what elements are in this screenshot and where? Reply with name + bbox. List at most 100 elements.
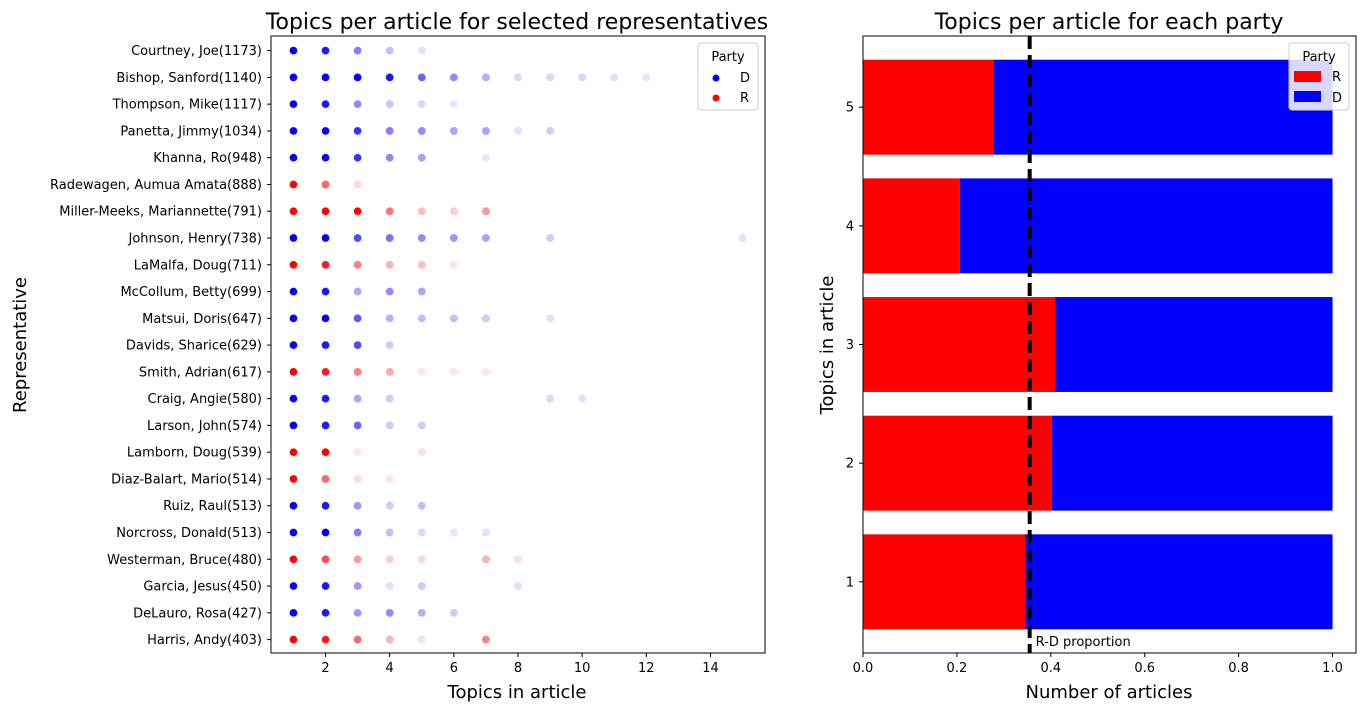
bar-d-topics-4	[959, 178, 1333, 274]
point-larson-john-574-2	[321, 421, 330, 430]
point-khanna-ro-948-1	[289, 153, 298, 162]
point-thompson-mike-1117-1	[289, 99, 298, 109]
bar-y-label: Topics in article	[817, 276, 838, 416]
bar-legend: Party R D	[1288, 42, 1350, 111]
point-courtney-joe-1173-1	[289, 46, 298, 55]
point-garcia-jesus-450-2	[321, 581, 330, 591]
point-johnson-henry-738-3	[353, 233, 362, 243]
point-harris-andy-403-7	[481, 635, 491, 644]
point-johnson-henry-738-2	[321, 233, 330, 243]
point-westerman-bruce-480-3	[353, 554, 362, 564]
point-lamalfa-doug-711-1	[289, 260, 298, 270]
scatter-points	[289, 46, 747, 644]
point-ruiz-raul-513-2	[321, 501, 330, 511]
x-tick-label-0.6: 0.6	[1134, 661, 1155, 676]
point-matsui-doris-647-2	[321, 314, 330, 323]
point-mccollum-betty-699-3	[353, 287, 362, 296]
y-tick-label-norcross-donald-513: Norcross, Donald(513)	[116, 526, 262, 541]
scatter-y-label: Representative	[10, 277, 31, 413]
point-lamborn-doug-539-2	[321, 447, 330, 457]
y-tick-label-panetta-jimmy-1034: Panetta, Jimmy(1034)	[120, 124, 262, 139]
point-bishop-sanford-1140-2	[321, 73, 330, 82]
bar-x-label: Number of articles	[1026, 682, 1193, 703]
bar-legend-label-r: R	[1332, 70, 1341, 85]
y-tick-label-radewagen-aumua-amata-888: Radewagen, Aumua Amata(888)	[50, 178, 262, 193]
bar-r-topics-4	[863, 178, 960, 274]
point-garcia-jesus-450-3	[353, 581, 362, 591]
scatter-y-ticks: Courtney, Joe(1173) Bishop, Sanford(1140)…	[50, 44, 271, 648]
x-tick-label-0.8: 0.8	[1228, 661, 1249, 676]
point-smith-adrian-617-6	[449, 367, 459, 377]
bar-d-topics-5	[993, 59, 1333, 155]
x-tick-label-1.0: 1.0	[1322, 661, 1343, 676]
point-mccollum-betty-699-5	[417, 287, 427, 296]
bar-x-ticks: 0.0 0.2 0.4 0.6 0.8 1.0	[853, 653, 1343, 676]
point-ruiz-raul-513-3	[353, 501, 362, 511]
point-courtney-joe-1173-4	[385, 46, 394, 55]
y-tick-label-smith-adrian-617: Smith, Adrian(617)	[139, 365, 262, 380]
bar-panel: Topics per article for each party R-D pr…	[817, 10, 1357, 703]
point-norcross-donald-513-3	[353, 528, 362, 537]
point-lamborn-doug-539-1	[289, 447, 298, 457]
point-smith-adrian-617-3	[353, 367, 362, 377]
point-norcross-donald-513-2	[321, 528, 330, 537]
x-tick-label-12: 12	[638, 661, 655, 676]
point-craig-angie-580-2	[321, 394, 330, 403]
y-tick-label-3: 3	[846, 338, 854, 353]
scatter-title: Topics per article for selected represen…	[265, 10, 768, 35]
point-larson-john-574-3	[353, 421, 362, 430]
y-tick-label-1: 1	[846, 575, 854, 590]
bar-legend-label-d: D	[1332, 91, 1342, 106]
bar-d-topics-3	[1055, 297, 1333, 392]
point-westerman-bruce-480-5	[417, 554, 427, 564]
x-tick-label-10: 10	[574, 661, 591, 676]
y-tick-label-craig-angie-580: Craig, Angie(580)	[148, 392, 262, 407]
point-lamborn-doug-539-3	[353, 447, 362, 457]
point-lamalfa-doug-711-5	[417, 260, 427, 270]
x-tick-label-0.2: 0.2	[947, 661, 968, 676]
point-johnson-henry-738-7	[481, 233, 491, 243]
point-craig-angie-580-9	[545, 394, 555, 403]
point-matsui-doris-647-9	[545, 314, 555, 323]
x-tick-label-6: 6	[450, 661, 458, 676]
point-ruiz-raul-513-1	[289, 501, 298, 511]
y-tick-label-khanna-ro-948: Khanna, Ro(948)	[153, 151, 262, 166]
point-thompson-mike-1117-2	[321, 99, 330, 109]
point-ruiz-raul-513-4	[385, 501, 394, 511]
bar-r-topics-5	[863, 59, 994, 155]
point-smith-adrian-617-5	[417, 367, 427, 377]
scatter-legend-marker-r	[712, 94, 720, 102]
scatter-legend-box	[697, 42, 759, 111]
x-tick-label-14: 14	[702, 661, 719, 676]
point-mccollum-betty-699-4	[385, 287, 394, 296]
point-johnson-henry-738-6	[449, 233, 459, 243]
scatter-x-ticks: 2 4 6 8 10 12 14	[321, 653, 719, 676]
y-tick-label-miller-meeks-mariannette-791: Miller-Meeks, Mariannette(791)	[59, 205, 262, 220]
point-miller-meeks-mariannette-791-6	[449, 206, 459, 216]
point-thompson-mike-1117-6	[449, 99, 459, 109]
point-harris-andy-403-2	[321, 635, 330, 644]
point-garcia-jesus-450-1	[289, 581, 298, 591]
y-tick-label-2: 2	[846, 457, 854, 472]
point-bishop-sanford-1140-9	[545, 73, 555, 82]
point-miller-meeks-mariannette-791-5	[417, 206, 427, 216]
point-miller-meeks-mariannette-791-4	[385, 206, 394, 216]
point-miller-meeks-mariannette-791-7	[481, 206, 491, 216]
point-delauro-rosa-427-6	[449, 608, 459, 618]
point-davids-sharice-629-2	[321, 340, 330, 350]
bar-r-topics-3	[863, 297, 1056, 392]
y-tick-label-larson-john-574: Larson, John(574)	[147, 419, 262, 434]
y-tick-label-diaz-balart-mario-514: Diaz-Balart, Mario(514)	[111, 472, 262, 487]
y-tick-label-courtney-joe-1173: Courtney, Joe(1173)	[131, 44, 262, 59]
point-khanna-ro-948-2	[321, 153, 330, 162]
point-matsui-doris-647-6	[449, 314, 459, 323]
x-tick-label-0.0: 0.0	[853, 661, 874, 676]
point-larson-john-574-5	[417, 421, 427, 430]
point-bishop-sanford-1140-3	[353, 73, 362, 82]
point-bishop-sanford-1140-12	[642, 73, 651, 82]
point-harris-andy-403-5	[417, 635, 427, 644]
point-khanna-ro-948-4	[385, 153, 394, 162]
point-garcia-jesus-450-5	[417, 581, 427, 591]
y-tick-label-lamalfa-doug-711: LaMalfa, Doug(711)	[134, 258, 262, 273]
y-tick-label-johnson-henry-738: Johnson, Henry(738)	[127, 232, 262, 247]
